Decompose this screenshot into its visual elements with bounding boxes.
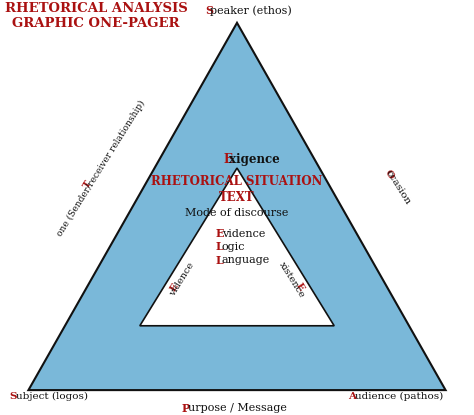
Text: peaker (ethos): peaker (ethos) xyxy=(210,5,292,16)
Text: L: L xyxy=(216,255,223,266)
Text: TEXT: TEXT xyxy=(219,190,255,204)
Text: udience (pathos): udience (pathos) xyxy=(355,392,443,401)
Text: anguage: anguage xyxy=(222,255,270,265)
Text: vidence: vidence xyxy=(222,229,265,239)
Text: xigence: xigence xyxy=(229,153,280,166)
Text: RHETORICAL SITUATION: RHETORICAL SITUATION xyxy=(151,175,323,188)
Text: Mode of discourse: Mode of discourse xyxy=(185,208,289,218)
Text: xistence: xistence xyxy=(277,260,307,299)
Text: ubject (logos): ubject (logos) xyxy=(16,392,88,401)
Text: ccasion: ccasion xyxy=(384,168,412,207)
Text: E: E xyxy=(216,228,224,239)
Text: P: P xyxy=(181,403,189,415)
Text: S: S xyxy=(9,392,17,401)
Polygon shape xyxy=(140,168,334,326)
Text: ogic: ogic xyxy=(222,242,246,252)
Text: E: E xyxy=(169,282,180,293)
Text: urpose / Message: urpose / Message xyxy=(188,403,287,413)
Text: E: E xyxy=(224,153,233,166)
Text: vidence: vidence xyxy=(168,261,196,298)
Text: L: L xyxy=(216,242,223,252)
Text: A: A xyxy=(348,392,356,401)
Text: O: O xyxy=(383,168,395,181)
Text: E: E xyxy=(294,282,305,293)
Text: one (Sender/receiver relationship): one (Sender/receiver relationship) xyxy=(55,98,147,238)
Text: T: T xyxy=(82,179,93,190)
Text: S: S xyxy=(205,5,213,16)
Text: RHETORICAL ANALYSIS
GRAPHIC ONE-PAGER: RHETORICAL ANALYSIS GRAPHIC ONE-PAGER xyxy=(5,2,188,30)
Polygon shape xyxy=(28,23,446,390)
